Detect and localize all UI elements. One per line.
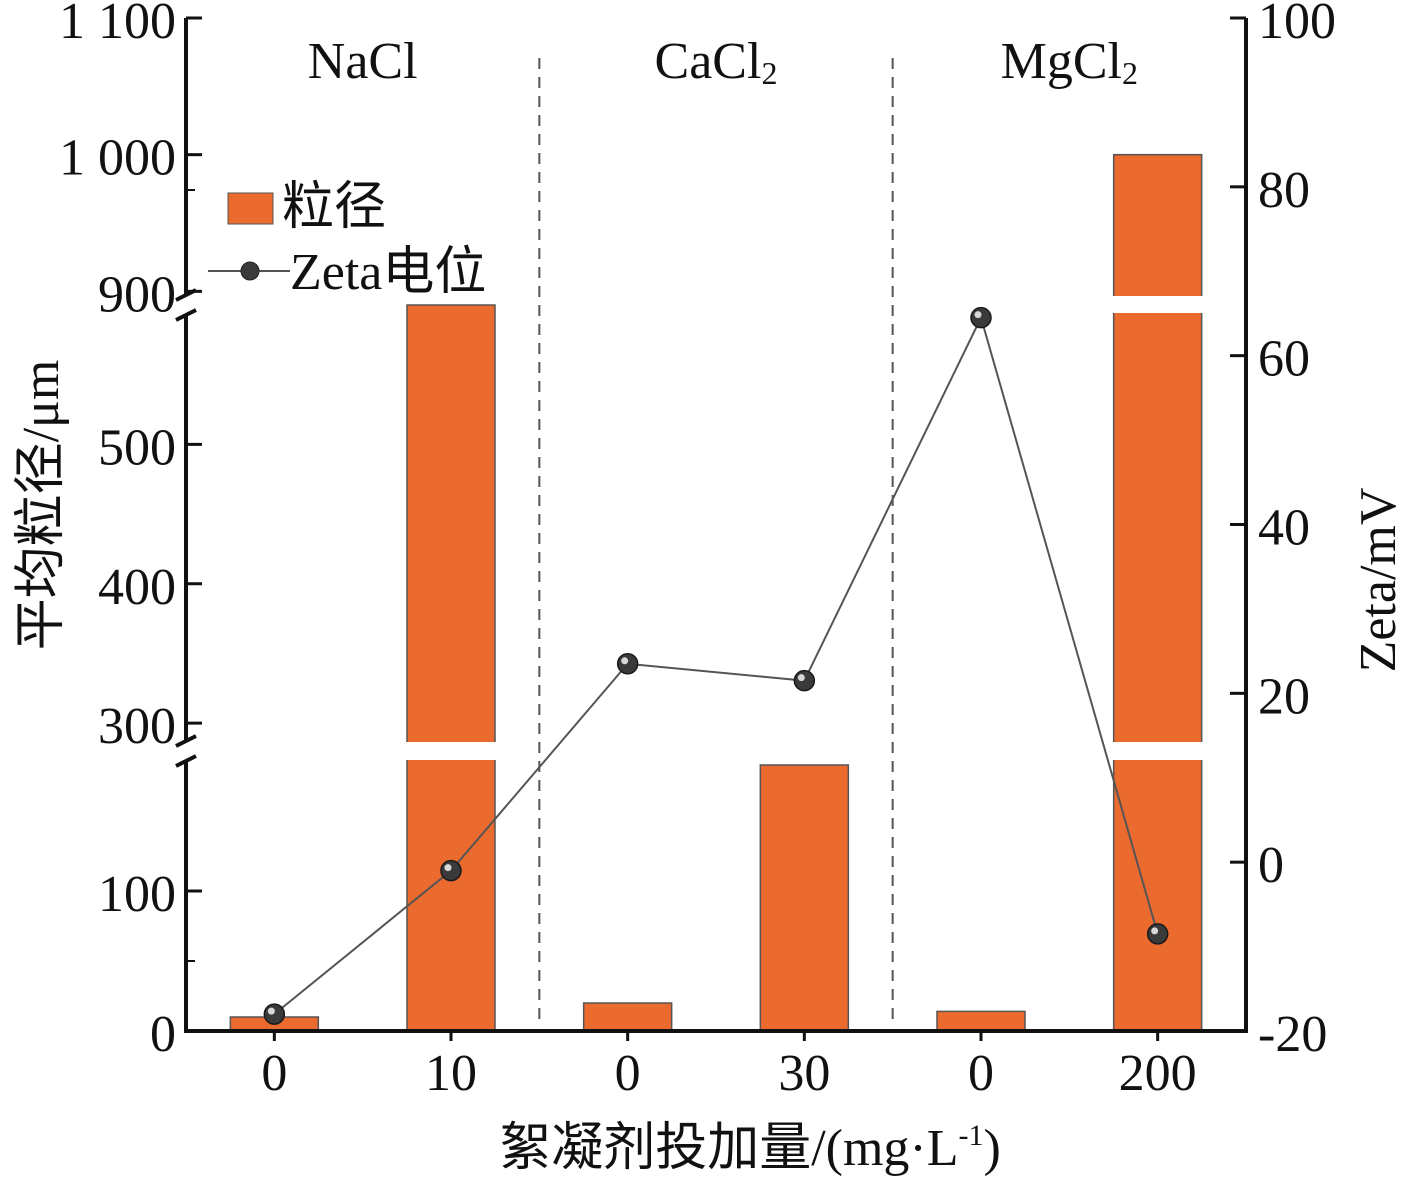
y-left-tick-label: 0 [150, 1006, 176, 1063]
y-axis-right-title: Zeta/mV [1350, 488, 1407, 673]
y-right-tick-label: 0 [1258, 837, 1284, 894]
x-tick-label: 0 [615, 1045, 641, 1102]
zeta-line-series [263, 306, 1169, 1025]
group-label: CaCl2 [655, 33, 778, 91]
x-tick-label: 10 [425, 1045, 477, 1102]
zeta-point-highlight [974, 311, 982, 319]
x-tick-label: 0 [261, 1045, 287, 1102]
y-left-tick-label: 300 [98, 698, 176, 755]
legend: 粒径 Zeta电位 [208, 179, 486, 301]
x-axis-title-tail: ) [983, 1120, 1000, 1177]
y-left-tick-label: 400 [98, 559, 176, 616]
zeta-point-highlight [621, 657, 629, 665]
axis-break-mark [175, 754, 197, 768]
y-right-tick-label: 100 [1258, 0, 1336, 50]
axis-break-mark [175, 308, 197, 322]
y-right-tick-label: 60 [1258, 331, 1310, 388]
group-label-subscript: 2 [1122, 55, 1138, 91]
y-left-tick-label: 1 000 [59, 130, 176, 187]
y-left-tick-label: 900 [98, 266, 176, 323]
zeta-point-highlight [267, 1007, 275, 1015]
axis-break-mark [175, 734, 197, 748]
zeta-point [970, 306, 992, 329]
zeta-point [1146, 923, 1169, 945]
bar-series [229, 153, 1204, 1032]
legend-bar-swatch [227, 192, 274, 225]
axes [175, 16, 1248, 1041]
bar [936, 1010, 1026, 1032]
legend-bar-label: 粒径 [282, 179, 386, 236]
bar [759, 764, 850, 1032]
group-label: NaCl [308, 33, 418, 90]
bar [1112, 153, 1203, 1032]
y-left-tick-label: 100 [98, 866, 176, 923]
bar-break-gap [405, 742, 497, 760]
bar [582, 1002, 673, 1032]
zeta-point-highlight [444, 864, 452, 872]
x-tick-label: 30 [778, 1045, 830, 1102]
y-right-tick-label: -20 [1258, 1006, 1327, 1063]
zeta-point-highlight [797, 674, 805, 682]
y-right-tick-label: 80 [1258, 162, 1310, 219]
group-label: MgCl2 [1001, 33, 1138, 91]
x-axis-title: 絮凝剂投加量/(mg·L-1) [499, 1119, 1001, 1177]
x-axis-title-sup: -1 [958, 1119, 983, 1152]
zeta-point-highlight [1151, 927, 1159, 935]
y-left-tick-label: 500 [98, 419, 176, 476]
legend-line-marker [240, 261, 260, 281]
y-left-tick-label: 1 100 [59, 0, 176, 50]
zeta-point [616, 653, 639, 675]
zeta-point [793, 669, 816, 692]
zeta-point [263, 1003, 286, 1025]
x-tick-label: 200 [1119, 1045, 1197, 1102]
bar [406, 304, 496, 1032]
bar-break-gap [1111, 296, 1204, 313]
y-right-tick-label: 40 [1258, 500, 1310, 557]
zeta-point [440, 859, 462, 882]
bar-break-gap [1111, 742, 1204, 760]
group-separators [538, 58, 894, 1025]
y-right-tick-label: 20 [1258, 668, 1310, 725]
zeta-line [273, 314, 1159, 1015]
y-axis-left-title: 平均粒径/μm [13, 360, 70, 651]
legend-line-label: Zeta电位 [290, 244, 486, 301]
x-tick-label: 0 [968, 1045, 994, 1102]
group-label-subscript: 2 [761, 55, 777, 91]
